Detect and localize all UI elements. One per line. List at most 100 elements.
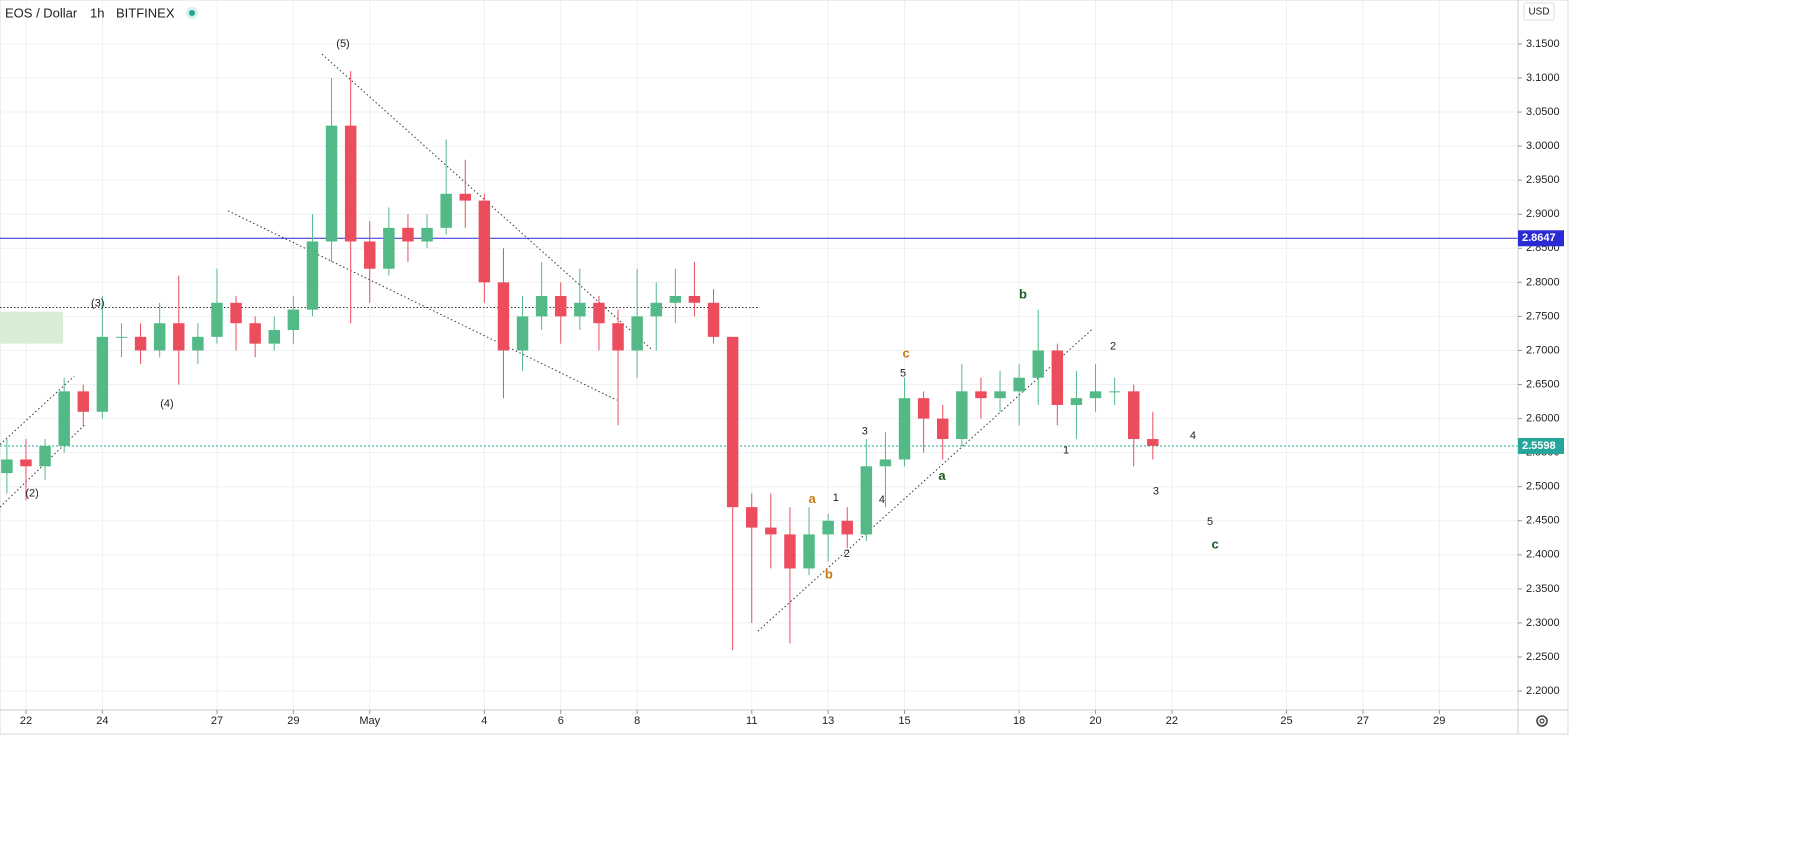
trendline: [227, 210, 618, 401]
wave-label: 2: [1110, 340, 1116, 352]
wave-label: b: [1019, 287, 1027, 302]
y-tick-label: 2.8000: [1526, 276, 1560, 288]
candle-body: [707, 302, 720, 337]
candle-body: [211, 302, 223, 337]
candle-body: [631, 316, 643, 351]
candle-body: [535, 295, 548, 317]
wave-label: (5): [336, 38, 349, 50]
candle-body: [96, 336, 109, 412]
y-tick-label: 2.2000: [1526, 685, 1560, 697]
interval: 1h: [90, 5, 104, 20]
y-tick-label: 2.9000: [1526, 208, 1560, 220]
x-tick-label: 20: [1089, 715, 1101, 727]
candle-body: [77, 391, 90, 412]
candle-body: [1051, 350, 1064, 405]
settings-icon[interactable]: [1536, 715, 1548, 727]
candle-body: [383, 227, 395, 269]
candle-body: [1, 459, 13, 474]
y-tick-label: 2.3500: [1526, 583, 1560, 595]
trendline: [757, 328, 1094, 632]
wave-label: 1: [1063, 445, 1069, 457]
candle-body: [134, 336, 147, 351]
x-tick-label: 11: [746, 715, 757, 727]
wave-label: a: [938, 468, 946, 483]
candle-body: [402, 227, 414, 242]
zone: [0, 311, 64, 344]
wave-label: 5: [1207, 516, 1213, 528]
candle-body: [975, 391, 987, 399]
wave-label: 5: [900, 368, 906, 380]
candle-body: [574, 302, 586, 317]
candle-body: [669, 295, 682, 303]
y-tick-label: 2.6000: [1526, 412, 1560, 424]
x-tick-label: 27: [211, 715, 223, 727]
x-tick-label: 6: [558, 715, 564, 727]
exchange: BITFINEX: [116, 5, 175, 20]
candle-body: [306, 241, 319, 310]
price-label: 2.5598: [1522, 440, 1556, 452]
x-tick-label: 4: [481, 715, 487, 727]
candle-body: [325, 125, 338, 242]
candle-body: [1127, 391, 1140, 440]
chart-frame: [0, 0, 1569, 735]
gear[interactable]: [1536, 715, 1548, 727]
candle-body: [268, 330, 280, 344]
candle-body: [1032, 350, 1044, 378]
candle-body: [20, 459, 32, 467]
candle-body: [497, 282, 510, 351]
x-tick-label: 22: [20, 715, 32, 727]
candle-body: [688, 295, 701, 303]
x-tick-label: 8: [634, 715, 640, 727]
symbol: EOS / Dollar: [5, 5, 78, 20]
y-tick-label: 2.9500: [1526, 174, 1560, 186]
candle-body: [459, 193, 471, 201]
y-tick-label: 2.2500: [1526, 651, 1560, 663]
candle-body: [364, 241, 376, 269]
candle-body: [1013, 377, 1025, 392]
wave-label: (2): [25, 487, 38, 499]
y-tick-label: 2.5000: [1526, 481, 1560, 493]
wave-label: 3: [1153, 485, 1159, 497]
candle-body: [898, 398, 911, 460]
x-tick-label: 29: [287, 715, 299, 727]
y-tick-label: 3.1000: [1526, 72, 1560, 84]
candle-body: [1070, 398, 1083, 405]
wave-label: (3): [91, 297, 104, 309]
x-tick-label: May: [359, 715, 380, 727]
x-tick-label: 27: [1357, 715, 1369, 727]
x-tick-label: 15: [898, 715, 910, 727]
candle-body: [249, 323, 261, 344]
candle-body: [440, 193, 452, 228]
x-tick-label: 25: [1280, 715, 1292, 727]
candle-body: [765, 527, 777, 535]
candle-body: [956, 391, 968, 440]
candle-body: [994, 391, 1006, 399]
wave-label: b: [825, 567, 833, 582]
price-label-box: [1518, 437, 1564, 454]
candle-body: [841, 520, 853, 535]
candle-body: [822, 520, 834, 535]
candle-body: [746, 507, 758, 528]
wave-label: 4: [879, 494, 885, 506]
gear-hub[interactable]: [1539, 718, 1545, 724]
candle-body: [344, 125, 357, 242]
x-tick-label: 22: [1166, 715, 1178, 727]
wave-label: c: [902, 345, 909, 360]
currency-box: [1523, 2, 1555, 21]
candle-body: [153, 323, 166, 351]
price-label-box: [1518, 230, 1564, 247]
trendline: [321, 53, 653, 351]
candle-body: [39, 445, 51, 467]
candle-body: [917, 398, 930, 419]
candle-body: [478, 200, 491, 283]
candle-body: [555, 295, 567, 317]
wave-label: a: [808, 491, 816, 506]
price-label: 2.8647: [1522, 232, 1556, 244]
candle-body: [650, 302, 662, 317]
candle-body: [593, 302, 605, 324]
y-tick-label: 3.1500: [1526, 38, 1560, 50]
y-tick-label: 2.6500: [1526, 378, 1560, 390]
candle-body: [879, 459, 892, 467]
wave-label: 2: [844, 548, 850, 560]
